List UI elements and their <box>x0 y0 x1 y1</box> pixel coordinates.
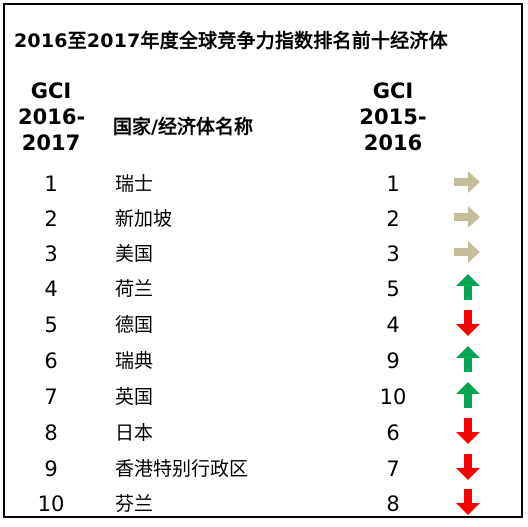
table-row: 8 日本 6 <box>0 418 528 456</box>
header-rank-2015-line2: 2015- <box>359 105 427 129</box>
rank-2016-cell: 10 <box>37 492 65 516</box>
table-frame <box>3 3 523 518</box>
arrow-down-icon <box>451 487 485 517</box>
rank-2015-cell: 10 <box>379 385 407 409</box>
country-name-cell: 日本 <box>115 422 154 444</box>
rank-2015-cell: 1 <box>386 172 400 196</box>
header-rank-2015-line3: 2016 <box>363 131 423 155</box>
rank-2015-cell: 3 <box>386 242 400 266</box>
header-rank-2016-line1: GCI <box>30 79 72 103</box>
arrow-up-icon <box>451 380 485 410</box>
country-name-cell: 瑞典 <box>115 350 154 372</box>
table-row: 10 芬兰 8 <box>0 489 528 527</box>
arrow-right-icon <box>451 237 485 267</box>
arrow-right-icon <box>451 202 485 232</box>
rank-2015-cell: 4 <box>386 313 400 337</box>
header-rank-2016: GCI 2016- 2017 <box>18 78 86 156</box>
country-name-cell: 荷兰 <box>115 278 154 300</box>
table-row: 5 德国 4 <box>0 310 528 348</box>
arrow-down-icon <box>451 416 485 446</box>
header-rank-2015-line1: GCI <box>372 79 414 103</box>
country-name-cell: 芬兰 <box>115 493 154 515</box>
country-name-cell: 瑞士 <box>115 173 154 195</box>
rank-2016-cell: 6 <box>44 349 58 373</box>
header-rank-2016-line3: 2017 <box>21 131 81 155</box>
page-title: 2016至2017年度全球竞争力指数排名前十经济体 <box>14 30 448 52</box>
country-name-cell: 英国 <box>115 386 154 408</box>
rank-2016-cell: 5 <box>44 313 58 337</box>
header-rank-2016-line2: 2016- <box>18 105 86 129</box>
rank-2015-cell: 5 <box>386 277 400 301</box>
table-row: 4 荷兰 5 <box>0 274 528 312</box>
rank-2016-cell: 7 <box>44 385 58 409</box>
table-row: 1 瑞士 1 <box>0 171 528 207</box>
rank-2016-cell: 3 <box>44 242 58 266</box>
table-row: 6 瑞典 9 <box>0 346 528 384</box>
header-country-name: 国家/经济体名称 <box>113 116 253 138</box>
arrow-right-icon <box>451 167 485 197</box>
rank-2015-cell: 9 <box>386 349 400 373</box>
arrow-up-icon <box>451 272 485 302</box>
rank-2016-cell: 8 <box>44 421 58 445</box>
rank-2016-cell: 2 <box>44 207 58 231</box>
rank-2016-cell: 9 <box>44 457 58 481</box>
rank-2016-cell: 1 <box>44 172 58 196</box>
rank-2015-cell: 8 <box>386 492 400 516</box>
arrow-down-icon <box>451 308 485 338</box>
rank-2015-cell: 2 <box>386 207 400 231</box>
rank-2015-cell: 7 <box>386 457 400 481</box>
arrow-down-icon <box>451 452 485 482</box>
table-row: 9 香港特别行政区 7 <box>0 454 528 492</box>
country-name-cell: 美国 <box>115 243 154 265</box>
rank-2016-cell: 4 <box>44 277 58 301</box>
country-name-cell: 新加坡 <box>115 208 173 230</box>
country-name-cell: 香港特别行政区 <box>115 458 249 480</box>
header-rank-2015: GCI 2015- 2016 <box>355 78 431 156</box>
table-row: 7 英国 10 <box>0 382 528 420</box>
arrow-up-icon <box>451 344 485 374</box>
rank-2015-cell: 6 <box>386 421 400 445</box>
country-name-cell: 德国 <box>115 314 154 336</box>
table-row: 2 新加坡 2 <box>0 206 528 242</box>
table-row: 3 美国 3 <box>0 241 528 277</box>
